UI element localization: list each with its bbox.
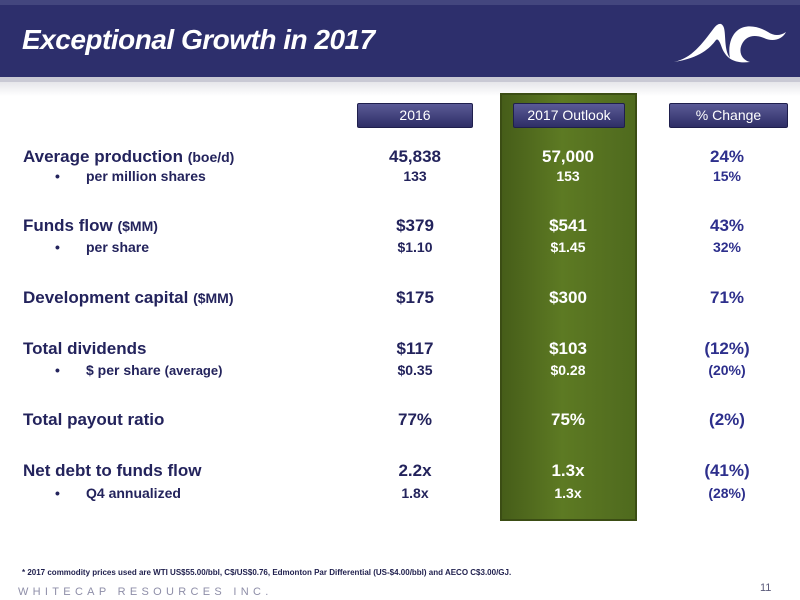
value-2016: 45,838 bbox=[389, 147, 441, 166]
value-2017-outlook: $0.28 bbox=[550, 362, 586, 378]
row-label-development-capital: Development capital ($MM) bbox=[23, 288, 234, 307]
value-2017-outlook: $541 bbox=[549, 216, 587, 235]
column-header-2017-outlook: 2017 Outlook bbox=[513, 103, 625, 128]
value-percent-change: (28%) bbox=[708, 485, 746, 501]
value-percent-change: (20%) bbox=[708, 362, 746, 378]
footnote: * 2017 commodity prices used are WTI US$… bbox=[22, 568, 512, 577]
column-header-2016: 2016 bbox=[357, 103, 473, 128]
value-2017-outlook: 57,000 bbox=[542, 147, 594, 166]
column-header-percent-change: % Change bbox=[669, 103, 788, 128]
value-2016: $379 bbox=[396, 216, 434, 235]
header-accent-line bbox=[0, 0, 800, 5]
row-label-q4-annualized: Q4 annualized bbox=[86, 485, 181, 501]
value-2017-outlook: $1.45 bbox=[550, 239, 586, 255]
gray-gradient-band bbox=[0, 82, 800, 96]
value-2016: $175 bbox=[396, 288, 434, 307]
company-name: WHITECAP RESOURCES INC. bbox=[18, 586, 273, 598]
row-label-average-production: Average production (boe/d) bbox=[23, 147, 235, 166]
bullet-icon: • bbox=[55, 485, 60, 501]
value-2016: 2.2x bbox=[398, 461, 432, 480]
page-number: 11 bbox=[760, 582, 772, 594]
row-label-per-share: per share bbox=[86, 239, 150, 255]
header-divider bbox=[0, 77, 800, 82]
value-2017-outlook: $103 bbox=[549, 339, 587, 358]
header-bar: Exceptional Growth in 2017 bbox=[0, 0, 800, 77]
value-2017-outlook: 75% bbox=[550, 410, 586, 429]
value-2016: 133 bbox=[403, 168, 427, 184]
row-label-total-dividends: Total dividends bbox=[23, 339, 147, 358]
value-percent-change: (12%) bbox=[704, 339, 750, 358]
value-2016: 77% bbox=[397, 410, 433, 429]
value-2016: 1.8x bbox=[401, 485, 429, 501]
outlook-column-highlight bbox=[500, 93, 637, 521]
value-2017-outlook: $300 bbox=[549, 288, 587, 307]
value-percent-change: 71% bbox=[709, 288, 745, 307]
value-2017-outlook: 153 bbox=[556, 168, 580, 184]
row-label-funds-flow: Funds flow ($MM) bbox=[23, 216, 158, 235]
value-percent-change: 43% bbox=[709, 216, 745, 235]
whitecap-logo-icon bbox=[674, 23, 786, 63]
row-label-dollar-per-share: $ per share (average) bbox=[86, 362, 223, 378]
bullet-icon: • bbox=[55, 168, 60, 184]
row-label-total-payout-ratio: Total payout ratio bbox=[23, 410, 165, 429]
value-percent-change: (41%) bbox=[704, 461, 750, 480]
value-2017-outlook: 1.3x bbox=[554, 485, 582, 501]
value-percent-change: (2%) bbox=[709, 410, 745, 429]
value-2016: $1.10 bbox=[397, 239, 433, 255]
value-percent-change: 24% bbox=[709, 147, 745, 166]
value-2016: $117 bbox=[396, 339, 434, 358]
row-label-per-million-shares: per million shares bbox=[86, 168, 206, 184]
value-2016: $0.35 bbox=[397, 362, 433, 378]
value-percent-change: 32% bbox=[712, 239, 742, 255]
value-percent-change: 15% bbox=[712, 168, 742, 184]
slide-title: Exceptional Growth in 2017 bbox=[22, 24, 375, 55]
bullet-icon: • bbox=[55, 362, 60, 378]
value-2017-outlook: 1.3x bbox=[551, 461, 585, 480]
bullet-icon: • bbox=[55, 239, 60, 255]
row-label-net-debt-to-funds-flow: Net debt to funds flow bbox=[23, 461, 202, 480]
